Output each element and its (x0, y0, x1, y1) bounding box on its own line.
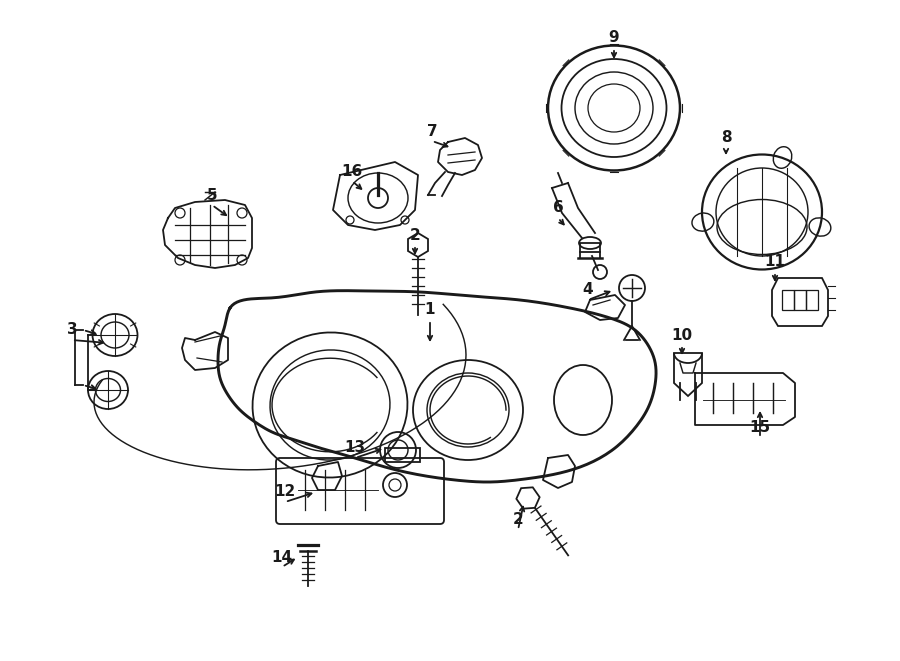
Text: 10: 10 (671, 327, 693, 342)
Text: 16: 16 (341, 163, 363, 178)
Text: 13: 13 (345, 440, 365, 455)
Text: 2: 2 (410, 227, 420, 243)
Text: 15: 15 (750, 420, 770, 436)
Text: 1: 1 (425, 303, 436, 317)
Text: 11: 11 (764, 254, 786, 270)
Text: 9: 9 (608, 30, 619, 46)
Text: 8: 8 (721, 130, 732, 145)
Text: 5: 5 (207, 188, 217, 202)
Text: 2: 2 (513, 512, 524, 527)
Text: 4: 4 (582, 282, 593, 297)
Text: 12: 12 (274, 485, 295, 500)
Text: 3: 3 (67, 323, 77, 338)
Text: 7: 7 (427, 124, 437, 139)
Text: 14: 14 (272, 549, 292, 564)
Text: 6: 6 (553, 200, 563, 215)
